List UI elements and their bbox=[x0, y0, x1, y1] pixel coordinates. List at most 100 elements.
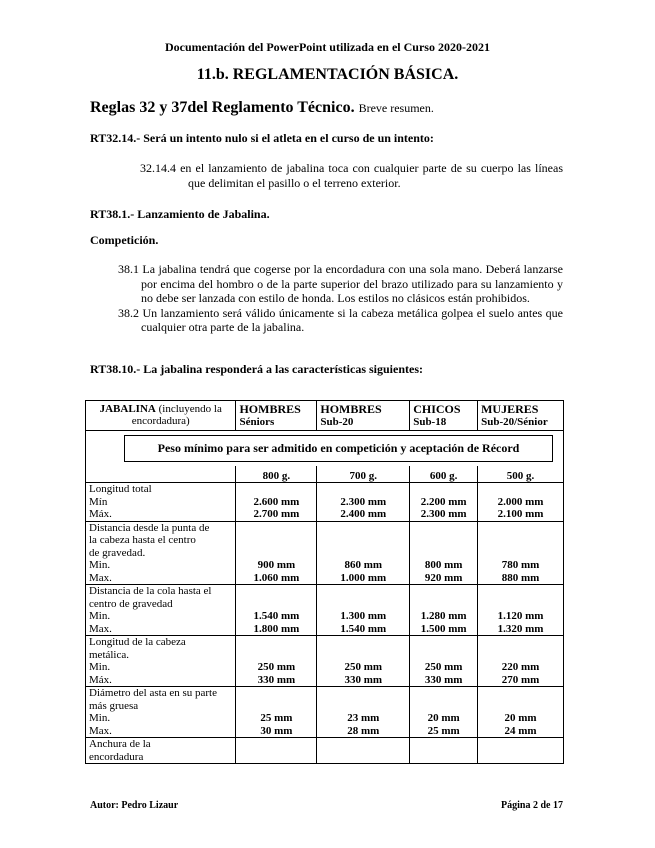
value-cell: 20 mm 24 mm bbox=[477, 686, 564, 738]
value-cell bbox=[409, 737, 479, 764]
max-value bbox=[413, 751, 474, 764]
max-value: 2.400 mm bbox=[340, 508, 387, 520]
value-cell bbox=[316, 737, 411, 764]
column-header: HOMBRES Séniors bbox=[235, 400, 318, 431]
section-title: 11.b. REGLAMENTACIÓN BÁSICA. bbox=[196, 66, 459, 83]
row-label: Diámetro del asta en su parte más gruesa M… bbox=[84, 686, 237, 738]
value-cell bbox=[477, 737, 564, 764]
rt3214-item-text: 32.14.4 en el lanzamiento de jabalina to… bbox=[140, 161, 563, 190]
javelin-spec-table: JABALINA (incluyendo la encordadura) HOM… bbox=[84, 400, 564, 764]
max-value bbox=[481, 751, 560, 764]
max-value: 330 mm bbox=[257, 673, 296, 686]
peso-box: Peso mínimo para ser admitido en competi… bbox=[124, 435, 553, 462]
value-cell: 1.120 mm 1.320 mm bbox=[477, 584, 564, 636]
label-line: Max. bbox=[89, 724, 112, 737]
max-value: 270 mm bbox=[501, 673, 540, 686]
column-group: CHICOS bbox=[413, 402, 461, 416]
max-value: 2.700 mm bbox=[253, 508, 300, 520]
row-label: Longitud de la cabeza metálica. Min. Máx. bbox=[84, 635, 237, 687]
value-cell: 2.200 mm 2.300 mm bbox=[409, 482, 479, 522]
table-row: Longitud total Mín Máx. 2.600 mm 2.700 mm 2.3… bbox=[84, 482, 564, 522]
max-value bbox=[320, 751, 406, 764]
value-cell: 900 mm 1.060 mm bbox=[235, 520, 318, 585]
column-header: CHICOS Sub-18 bbox=[409, 400, 479, 431]
min-value: 250 mm bbox=[424, 661, 463, 673]
value-cell: 1.300 mm 1.540 mm bbox=[316, 584, 411, 636]
label-line: encordadura bbox=[89, 750, 144, 763]
value-cell: 1.540 mm 1.800 mm bbox=[235, 584, 318, 636]
min-value: 1.280 mm bbox=[420, 610, 467, 622]
label-line: metálica. bbox=[89, 648, 130, 661]
max-value: 28 mm bbox=[347, 724, 380, 737]
page-header: Documentación del PowerPoint utilizada e… bbox=[165, 40, 490, 54]
min-value: 20 mm bbox=[427, 712, 460, 724]
min-value bbox=[320, 738, 406, 751]
item-38-2: 38.2 Un lanzamiento será válido únicamen… bbox=[118, 305, 563, 335]
value-cell: 780 mm 880 mm bbox=[477, 520, 564, 585]
label-line: de gravedad. bbox=[89, 546, 146, 559]
min-value: 25 mm bbox=[260, 712, 293, 724]
max-value: 1.500 mm bbox=[420, 622, 467, 635]
max-value: 1.540 mm bbox=[340, 622, 387, 635]
min-value: 900 mm bbox=[257, 559, 296, 571]
label-line: Longitud de la cabeza bbox=[89, 636, 186, 648]
footer-author: Autor: Pedro Lizaur bbox=[90, 800, 179, 811]
label-line: Mín bbox=[89, 495, 108, 508]
value-cell: 2.300 mm 2.400 mm bbox=[316, 482, 411, 522]
subtitle: Reglas 32 y 37del Reglamento Técnico. Br… bbox=[90, 99, 434, 117]
min-value: 20 mm bbox=[504, 712, 537, 724]
label-line: Máx. bbox=[89, 673, 112, 686]
value-cell: 2.000 mm 2.100 mm bbox=[477, 482, 564, 522]
weight-cell: 800 g. bbox=[235, 465, 318, 483]
rt3214-item: 32.14.4 en el lanzamiento de jabalina to… bbox=[140, 161, 563, 190]
column-group: HOMBRES bbox=[320, 402, 382, 416]
corner-rest: (incluyendo la encordadura) bbox=[131, 403, 222, 427]
column-group: MUJERES bbox=[481, 402, 539, 416]
label-line: Min. bbox=[89, 661, 111, 673]
label-line: Max. bbox=[89, 571, 112, 584]
row-label: Distancia de la cola hasta el centro de g… bbox=[84, 584, 237, 636]
min-value: 2.600 mm bbox=[253, 495, 300, 508]
column-header: HOMBRES Sub-20 bbox=[316, 400, 411, 431]
column-group: HOMBRES bbox=[239, 402, 301, 416]
item-38-1: 38.1 La jabalina tendrá que cogerse por … bbox=[118, 262, 563, 305]
value-cell: 25 mm 30 mm bbox=[235, 686, 318, 738]
label-line: Distancia de la cola hasta el bbox=[89, 585, 212, 597]
min-value: 2.000 mm bbox=[497, 495, 544, 508]
label-line: Min. bbox=[89, 712, 111, 724]
max-value: 920 mm bbox=[424, 571, 463, 584]
table-row: Diámetro del asta en su parte más gruesa M… bbox=[84, 686, 564, 738]
min-value: 1.540 mm bbox=[253, 610, 300, 622]
max-value: 330 mm bbox=[344, 673, 383, 686]
min-value bbox=[239, 738, 313, 751]
label-line: centro de gravedad bbox=[89, 597, 173, 610]
min-value: 860 mm bbox=[344, 559, 383, 571]
label-line: la cabeza hasta el centro bbox=[89, 534, 196, 546]
label-line: Min. bbox=[89, 610, 111, 622]
max-value: 1.320 mm bbox=[497, 622, 544, 635]
max-value: 1.000 mm bbox=[340, 571, 387, 584]
max-value: 1.060 mm bbox=[253, 571, 300, 584]
table-row: Distancia desde la punta de la cabeza has… bbox=[84, 520, 564, 585]
value-cell: 220 mm 270 mm bbox=[477, 635, 564, 687]
max-value: 330 mm bbox=[424, 673, 463, 686]
row-label: Distancia desde la punta de la cabeza has… bbox=[84, 520, 237, 585]
min-value: 250 mm bbox=[257, 661, 296, 673]
min-value bbox=[481, 738, 560, 751]
column-category: Sub-20/Sénior bbox=[481, 415, 548, 428]
label-line: más gruesa bbox=[89, 699, 139, 712]
value-cell: 250 mm 330 mm bbox=[409, 635, 479, 687]
rt3214-heading: RT32.14.- Será un intento nulo si el atl… bbox=[90, 131, 434, 145]
min-value: 1.120 mm bbox=[497, 610, 544, 622]
row-label: Longitud total Mín Máx. bbox=[84, 482, 237, 522]
value-cell: 2.600 mm 2.700 mm bbox=[235, 482, 318, 522]
weight-cell: 600 g. bbox=[409, 465, 479, 483]
min-value: 780 mm bbox=[501, 559, 540, 571]
label-line: Diámetro del asta en su parte bbox=[89, 687, 217, 699]
value-cell: 250 mm 330 mm bbox=[235, 635, 318, 687]
label-line: Min. bbox=[89, 559, 111, 571]
column-category: Séniors bbox=[239, 415, 275, 428]
value-cell: 20 mm 25 mm bbox=[409, 686, 479, 738]
max-value: 30 mm bbox=[260, 724, 293, 737]
